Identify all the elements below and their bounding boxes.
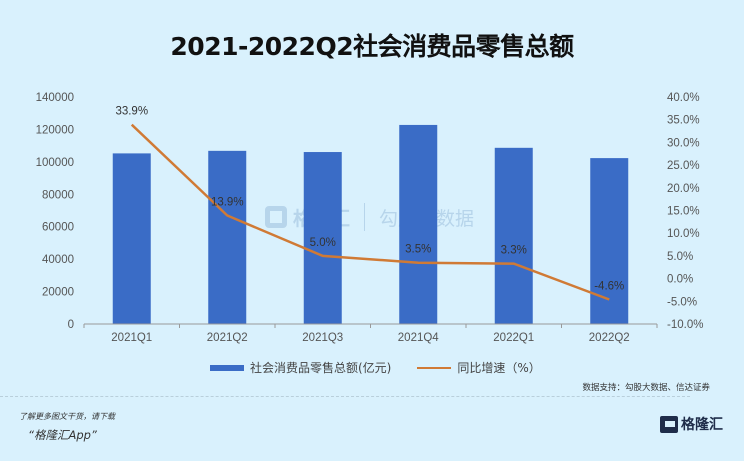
left-tick-label: 80000 [42, 189, 74, 201]
left-tick-label: 40000 [42, 254, 74, 266]
legend-line-label: 同比增速（%） [457, 361, 541, 375]
left-axis: 0 20000 40000 60000 80000 100000 120000 140000 [36, 92, 74, 331]
divider [0, 396, 690, 397]
right-tick-label: 30.0% [667, 137, 700, 149]
footer-brand: 格隆汇 [660, 414, 723, 434]
left-tick-label: 0 [68, 319, 74, 331]
bar [590, 158, 629, 324]
right-tick-label: 35.0% [667, 115, 700, 127]
bar [494, 147, 533, 324]
footer-brand-name: 格隆汇 [681, 417, 723, 433]
x-axis: 2021Q1 2021Q2 2021Q3 2021Q4 2022Q1 2022Q2 [83, 324, 658, 344]
bar [399, 124, 438, 324]
growth-line [130, 123, 610, 301]
left-tick-label: 140000 [36, 92, 74, 104]
x-tick-label: 2022Q1 [493, 332, 534, 344]
line-data-label: -4.6% [594, 280, 624, 292]
line-data-labels: 33.9% 13.9% 5.0% 3.5% 3.3% -4.6% [115, 106, 624, 293]
line-data-label: 33.9% [115, 106, 148, 118]
x-tick-label: 2021Q1 [111, 332, 152, 344]
legend-bar-label: 社会消费品零售总额(亿元) [250, 361, 392, 375]
promo-app-name: “格隆汇App” [28, 428, 97, 442]
right-tick-label: -5.0% [667, 296, 697, 308]
bar [208, 150, 247, 324]
data-source: 数据支持：勾股大数据、信达证券 [582, 383, 710, 393]
right-tick-label: -10.0% [667, 319, 703, 331]
legend: 社会消费品零售总额(亿元) 同比增速（%） [210, 359, 541, 376]
promo-text: 了解更多图文干货，请下载 [19, 412, 115, 421]
left-tick-label: 60000 [42, 222, 74, 234]
gelonghui-logo-icon [660, 415, 678, 433]
chart-title: 2021-2022Q2社会消费品零售总额 [170, 32, 574, 61]
line-data-label: 3.3% [501, 245, 527, 257]
bar [303, 152, 342, 324]
right-tick-label: 10.0% [667, 228, 700, 240]
right-tick-label: 20.0% [667, 183, 700, 195]
right-axis: -10.0% -5.0% 0.0% 5.0% 10.0% 15.0% 20.0% 25.0% 3… [667, 92, 703, 331]
line-data-label: 3.5% [405, 244, 431, 256]
left-tick-label: 100000 [36, 157, 74, 169]
bar [112, 153, 151, 324]
right-tick-label: 5.0% [667, 251, 693, 263]
x-tick-label: 2021Q2 [207, 332, 248, 344]
right-tick-label: 0.0% [667, 274, 693, 286]
bar-series [112, 124, 629, 324]
x-tick-label: 2022Q2 [589, 332, 630, 344]
legend-bar-swatch [210, 364, 244, 371]
x-tick-label: 2021Q3 [302, 332, 343, 344]
line-data-label: 5.0% [310, 237, 336, 249]
x-tick-label: 2021Q4 [398, 332, 440, 344]
legend-line-swatch [417, 366, 452, 369]
right-tick-label: 40.0% [667, 92, 700, 104]
left-tick-label: 20000 [42, 287, 74, 299]
gelonghui-logo-icon [265, 206, 287, 228]
left-tick-label: 120000 [36, 124, 74, 136]
right-tick-label: 25.0% [667, 160, 700, 172]
watermark-divider [364, 203, 366, 231]
right-tick-label: 15.0% [667, 206, 700, 218]
line-data-label: 13.9% [211, 196, 244, 208]
